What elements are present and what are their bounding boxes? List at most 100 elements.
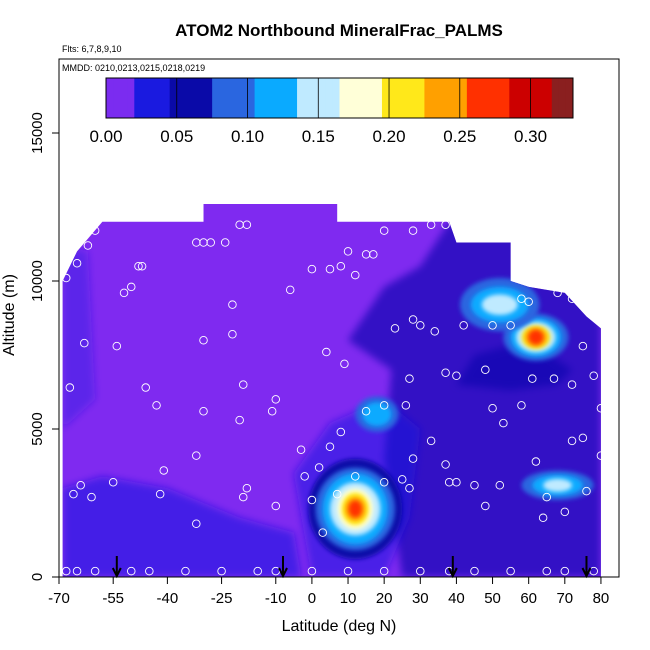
sample-point [390, 324, 400, 333]
x-tick-label: -55 [102, 590, 124, 607]
colorbar-cell [127, 78, 135, 118]
colorbar-cell [389, 78, 397, 118]
colorbar-cell [162, 78, 171, 118]
colorbar-cell [183, 78, 192, 118]
colorbar-cell [325, 78, 333, 118]
colorbar-cell [438, 78, 447, 118]
hotspot-layer [481, 294, 518, 316]
colorbar-tick-label: 0.10 [231, 127, 264, 146]
sample-point [488, 321, 497, 330]
sample-point [72, 566, 82, 576]
colorbar-cell [565, 78, 574, 118]
colorbar-tick-label: 0.05 [160, 127, 193, 146]
x-tick-label: 60 [520, 590, 537, 607]
sample-point [405, 374, 414, 383]
colorbar-cell [410, 78, 418, 118]
flight-arrow [581, 556, 592, 579]
x-axis-label: Latitude (deg N) [282, 618, 397, 635]
colorbar-cell [226, 78, 234, 118]
colorbar-cell [282, 78, 291, 118]
sample-point [517, 294, 526, 304]
sample-point [416, 566, 425, 576]
sample-point [379, 226, 389, 235]
x-tick-label: 70 [556, 590, 573, 607]
colorbar-cell [247, 78, 256, 118]
colorbar-cell [155, 78, 164, 118]
sample-point [72, 258, 82, 268]
sample-point [159, 466, 169, 475]
colorbar-cell [332, 78, 340, 118]
sample-point [112, 341, 122, 351]
sample-point [441, 368, 450, 378]
colorbar-cell [452, 78, 461, 118]
hotspot-layer [528, 330, 544, 345]
colorbar-cell [297, 78, 305, 118]
flight-arrow-head [111, 567, 122, 579]
colorbar-cell [311, 78, 319, 118]
sample-point [397, 475, 407, 484]
sample-point [528, 374, 537, 383]
sample-point [379, 566, 389, 576]
sample-point [220, 238, 230, 247]
colorbar-cell [481, 78, 489, 118]
sample-point [119, 288, 129, 298]
sample-point [80, 338, 89, 348]
sample-point [542, 492, 551, 502]
x-tick-label: 80 [593, 590, 610, 607]
sample-point [567, 294, 577, 304]
low-value-region [62, 476, 302, 577]
colorbar-cell [502, 78, 510, 118]
colorbar-cell [374, 78, 383, 118]
x-tick-label: 20 [376, 590, 393, 607]
sample-point [127, 566, 136, 576]
sample-point [531, 457, 541, 466]
colorbar-cell [473, 78, 482, 118]
sample-point [318, 528, 327, 537]
colorbar-cell [318, 78, 326, 118]
colorbar: 0.00 0.05 0.10 0.15 0.20 0.25 0.30 [89, 77, 574, 146]
colorbar-tick-label: 0.30 [514, 127, 547, 146]
colorbar-cell [169, 78, 178, 118]
sample-point [192, 451, 201, 460]
x-axis: -70 -55 -40 -25 -10 0 10 20 30 40 50 60 70 80 [48, 576, 610, 607]
colorbar-cell [551, 78, 560, 118]
sample-point [343, 566, 353, 576]
hotspot-layer [348, 500, 362, 518]
low-value-region [62, 245, 96, 429]
sample-point [470, 566, 479, 576]
sample-point [369, 250, 378, 259]
colorbar-cell [445, 78, 454, 118]
sample-point [253, 566, 262, 576]
colorbar-cell [240, 78, 249, 118]
colorbar-cell [544, 78, 553, 118]
sample-point [155, 489, 165, 499]
x-tick-label: -70 [48, 590, 70, 607]
colorbar-cell [509, 78, 517, 118]
sample-point [426, 436, 436, 446]
sample-point [495, 480, 505, 490]
sample-point [582, 486, 591, 496]
sample-point [470, 480, 479, 490]
sample-point [145, 566, 154, 576]
sample-point [441, 460, 450, 469]
colorbar-cell [141, 78, 149, 118]
sample-point [61, 273, 71, 283]
sample-point [307, 495, 317, 505]
colorbar-cell [516, 78, 524, 118]
sample-point [481, 501, 490, 511]
colorbar-cell [254, 78, 263, 118]
colorbar-cell [495, 78, 503, 118]
colorbar-cell [304, 78, 312, 118]
colorbar-cell [339, 78, 348, 118]
colorbar-cell [417, 78, 425, 118]
sample-point [499, 418, 508, 428]
colorbar-cell [268, 78, 277, 118]
sample-point [69, 489, 78, 499]
y-tick-label: 10000 [29, 260, 46, 302]
colorbar-cell [190, 78, 199, 118]
sample-point [90, 226, 100, 235]
sample-point [517, 401, 526, 410]
sample-point [596, 451, 606, 460]
y-axis: 0 5000 10000 15000 [29, 112, 60, 581]
sample-point [137, 261, 147, 271]
